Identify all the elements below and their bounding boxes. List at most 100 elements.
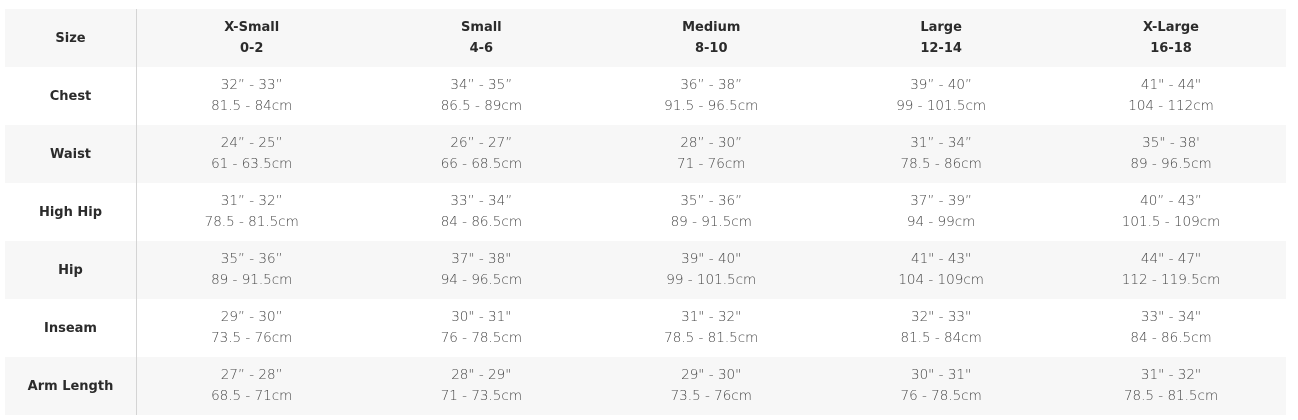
table-row: Hip 35” - 36” 89 - 91.5cm 37" - 38" 94 - 96.…: [5, 241, 1286, 299]
cm-value: 86.5 - 89cm: [440, 98, 522, 114]
size-range: 0-2: [239, 41, 264, 56]
inches-value: 41" - 44": [1140, 77, 1202, 93]
measurement-cell: 31” - 34” 78.5 - 86cm: [826, 125, 1056, 183]
table-row: Inseam 29” - 30” 73.5 - 76cm 30" - 31" 76 - …: [5, 299, 1286, 357]
cm-value: 78.5 - 81.5cm: [204, 214, 299, 230]
measurement-cell: 33" - 34" 84 - 86.5cm: [1056, 299, 1286, 357]
measurement-cell: 41" - 43" 104 - 109cm: [826, 241, 1056, 299]
measurement-cell: 31" - 32" 78.5 - 81.5cm: [596, 299, 826, 357]
measurement-cell: 24” - 25” 61 - 63.5cm: [137, 125, 367, 183]
inches-value: 39" - 40": [681, 251, 742, 267]
table-row: Chest 32” - 33” 81.5 - 84cm 34” - 35” 86.5 -…: [5, 67, 1286, 125]
inches-value: 31" - 32": [1140, 367, 1202, 383]
inches-value: 26” - 27”: [450, 135, 513, 151]
inches-value: 41" - 43": [911, 251, 972, 267]
size-column-header: X-Small 0-2: [137, 9, 367, 67]
inches-value: 34” - 35”: [450, 77, 513, 93]
size-column-header: X-Large 16-18: [1056, 9, 1286, 67]
measurement-cell: 44" - 47" 112 - 119.5cm: [1056, 241, 1286, 299]
measurement-cell: 26” - 27” 66 - 68.5cm: [366, 125, 596, 183]
measurement-cell: 30" - 31" 76 - 78.5cm: [366, 299, 596, 357]
inches-value: 27” - 28”: [220, 367, 283, 383]
cm-value: 73.5 - 76cm: [211, 330, 293, 346]
inches-value: 29” - 30”: [220, 309, 283, 325]
inches-value: 32” - 33”: [220, 77, 283, 93]
size-chart-table: Size X-Small 0-2 Small 4-6 Medium 8-10 Large 12…: [5, 9, 1286, 415]
measurement-cell: 30" - 31" 76 - 78.5cm: [826, 357, 1056, 415]
measurement-cell: 29” - 30” 73.5 - 76cm: [137, 299, 367, 357]
cm-value: 99 - 101.5cm: [896, 98, 987, 114]
cm-value: 94 - 99cm: [906, 214, 976, 230]
size-range: 16-18: [1150, 41, 1192, 56]
inches-value: 33” - 34”: [450, 193, 513, 209]
measurement-label: Hip: [5, 241, 137, 299]
inches-value: 39” - 40”: [910, 77, 973, 93]
size-name: Large: [920, 20, 962, 35]
measurement-cell: 32" - 33" 81.5 - 84cm: [826, 299, 1056, 357]
cm-value: 66 - 68.5cm: [440, 156, 522, 172]
measurement-label: Waist: [5, 125, 137, 183]
cm-value: 89 - 91.5cm: [670, 214, 752, 230]
measurement-cell: 31” - 32” 78.5 - 81.5cm: [137, 183, 367, 241]
table-row: Arm Length 27” - 28” 68.5 - 71cm 28" - 29" 7…: [5, 357, 1286, 415]
measurement-cell: 41" - 44" 104 - 112cm: [1056, 67, 1286, 125]
cm-value: 89 - 91.5cm: [211, 272, 293, 288]
inches-value: 37" - 38": [451, 251, 512, 267]
measurement-cell: 29" - 30" 73.5 - 76cm: [596, 357, 826, 415]
inches-value: 35" - 38': [1142, 135, 1200, 151]
cm-value: 99 - 101.5cm: [666, 272, 757, 288]
size-name: X-Small: [224, 20, 280, 35]
inches-value: 44" - 47": [1140, 251, 1202, 267]
cm-value: 104 - 112cm: [1128, 98, 1214, 114]
inches-value: 36” - 38”: [680, 77, 743, 93]
cm-value: 112 - 119.5cm: [1121, 272, 1221, 288]
size-name: X-Large: [1143, 20, 1199, 35]
measurement-cell: 32” - 33” 81.5 - 84cm: [137, 67, 367, 125]
cm-value: 78.5 - 86cm: [900, 156, 982, 172]
measurement-cell: 28” - 30” 71 - 76cm: [596, 125, 826, 183]
table-row: Waist 24” - 25” 61 - 63.5cm 26” - 27” 66 - 6…: [5, 125, 1286, 183]
inches-value: 30" - 31": [451, 309, 512, 325]
measurement-cell: 39" - 40" 99 - 101.5cm: [596, 241, 826, 299]
cm-value: 89 - 96.5cm: [1130, 156, 1212, 172]
size-range: 12-14: [920, 41, 962, 56]
size-name: Medium: [682, 20, 741, 35]
cm-value: 91.5 - 96.5cm: [664, 98, 759, 114]
cm-value: 61 - 63.5cm: [211, 156, 293, 172]
table-row: High Hip 31” - 32” 78.5 - 81.5cm 33” - 34” 8…: [5, 183, 1286, 241]
cm-value: 68.5 - 71cm: [211, 388, 293, 404]
measurement-cell: 35” - 36” 89 - 91.5cm: [137, 241, 367, 299]
measurement-label: Inseam: [5, 299, 137, 357]
measurement-cell: 37" - 38" 94 - 96.5cm: [366, 241, 596, 299]
measurement-cell: 36” - 38” 91.5 - 96.5cm: [596, 67, 826, 125]
inches-value: 28" - 29": [451, 367, 512, 383]
measurement-cell: 28" - 29" 71 - 73.5cm: [366, 357, 596, 415]
inches-value: 40” - 43”: [1140, 193, 1202, 209]
inches-value: 35” - 36”: [680, 193, 743, 209]
cm-value: 104 - 109cm: [898, 272, 984, 288]
inches-value: 24” - 25”: [220, 135, 283, 151]
size-range: 8-10: [694, 41, 728, 56]
size-name: Small: [461, 20, 502, 35]
measurement-cell: 33” - 34” 84 - 86.5cm: [366, 183, 596, 241]
inches-value: 31” - 32”: [220, 193, 283, 209]
cm-value: 84 - 86.5cm: [1130, 330, 1212, 346]
inches-value: 28” - 30”: [680, 135, 743, 151]
size-column-header: Medium 8-10: [596, 9, 826, 67]
measurement-cell: 39” - 40” 99 - 101.5cm: [826, 67, 1056, 125]
measurement-cell: 35" - 38' 89 - 96.5cm: [1056, 125, 1286, 183]
inches-value: 31" - 32": [681, 309, 742, 325]
inches-value: 35” - 36”: [220, 251, 283, 267]
cm-value: 81.5 - 84cm: [900, 330, 982, 346]
cm-value: 76 - 78.5cm: [900, 388, 982, 404]
measurement-cell: 27” - 28” 68.5 - 71cm: [137, 357, 367, 415]
measurement-cell: 31" - 32" 78.5 - 81.5cm: [1056, 357, 1286, 415]
cm-value: 71 - 73.5cm: [440, 388, 522, 404]
inches-value: 30" - 31": [911, 367, 972, 383]
cm-value: 94 - 96.5cm: [440, 272, 522, 288]
cm-value: 78.5 - 81.5cm: [664, 330, 759, 346]
measurement-cell: 40” - 43” 101.5 - 109cm: [1056, 183, 1286, 241]
measurement-cell: 37” - 39” 94 - 99cm: [826, 183, 1056, 241]
cm-value: 76 - 78.5cm: [440, 330, 522, 346]
size-range: 4-6: [469, 41, 494, 56]
